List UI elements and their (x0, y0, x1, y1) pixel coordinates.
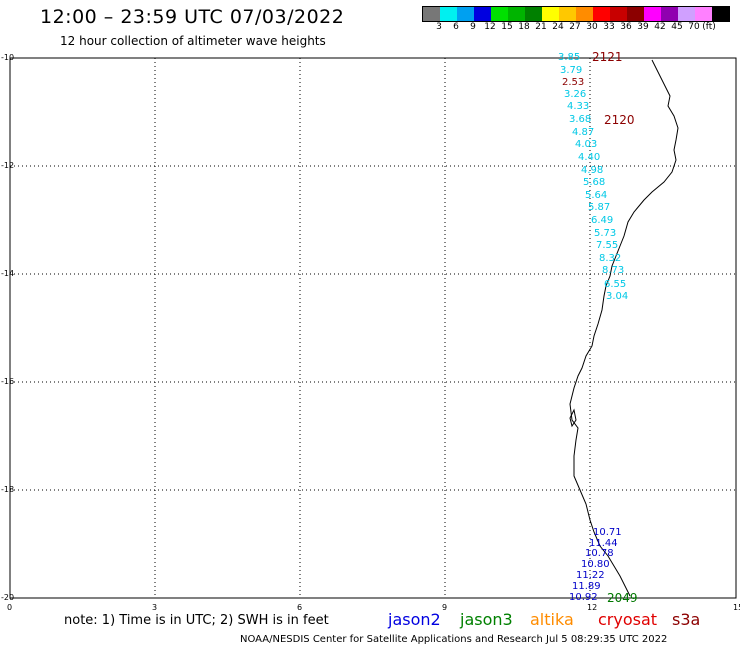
legend-label: 39 (637, 22, 649, 32)
latitude-tick-label: -18 (1, 485, 15, 494)
legend-label: 18 (518, 22, 530, 32)
wave-height-value: 11.89 (572, 581, 601, 592)
latitude-tick-label: -12 (1, 161, 15, 170)
wave-height-value: 8.73 (602, 265, 625, 276)
legend-swatch (423, 7, 440, 21)
legend-swatch (610, 7, 627, 21)
legend-label: 45 (671, 22, 683, 32)
wave-height-value: 5.68 (583, 177, 606, 188)
legend-swatch (661, 7, 678, 21)
legend-label: 36 (620, 22, 632, 32)
wave-height-value: 3.85 (558, 52, 581, 63)
latitude-tick-label: -10 (1, 53, 15, 62)
satellite-jason2: jason2 (388, 610, 441, 629)
legend-swatch (678, 7, 695, 21)
legend-swatch (695, 7, 712, 21)
legend-label: (ft) (702, 22, 716, 32)
coastline-island (569, 408, 577, 428)
legend-swatch (474, 7, 491, 21)
wave-height-value: 10.92 (569, 592, 598, 603)
legend-swatch (440, 7, 457, 21)
legend-label: 12 (484, 22, 496, 32)
longitude-tick-label: 3 (152, 603, 158, 612)
legend-label: 15 (501, 22, 513, 32)
wave-height-value: 5.73 (594, 228, 617, 239)
legend-label: 6 (453, 22, 459, 32)
legend-label: 70 (688, 22, 700, 32)
legend-label: 33 (603, 22, 615, 32)
wave-height-value: 3.04 (606, 291, 629, 302)
footnote: note: 1) Time is in UTC; 2) SWH is in fe… (64, 613, 329, 628)
wave-height-value: 6.55 (604, 279, 627, 290)
satellite-cryosat: cryosat (598, 610, 658, 629)
legend-label: 24 (552, 22, 564, 32)
legend-swatch (559, 7, 576, 21)
map-title: 12:00 – 23:59 UTC 07/03/2022 (40, 6, 345, 28)
wave-height-value: 4.98 (581, 165, 604, 176)
wave-height-value: 5.87 (588, 202, 611, 213)
pass-id-2049: 2049 (607, 591, 638, 605)
wave-height-value: 10.71 (593, 527, 622, 538)
wave-height-value: 4.87 (572, 127, 595, 138)
wave-height-value: 3.79 (560, 65, 583, 76)
latitude-tick-label: -16 (1, 377, 15, 386)
latitude-tick-label: -20 (1, 593, 15, 602)
map-frame (9, 57, 737, 599)
wave-height-value: 11.22 (576, 570, 605, 581)
map-grid (10, 58, 736, 598)
wave-height-value: 10.80 (581, 559, 610, 570)
pass-id-2121: 2121 (592, 50, 623, 64)
wave-height-value: 11.44 (589, 538, 618, 549)
legend-swatch (576, 7, 593, 21)
legend-swatch (627, 7, 644, 21)
coastline (569, 59, 679, 597)
longitude-tick-label: 0 (7, 603, 13, 612)
legend-swatch (491, 7, 508, 21)
pass-id-2120: 2120 (604, 113, 635, 127)
longitude-tick-label: 9 (442, 603, 448, 612)
wave-height-value: 6.49 (591, 215, 614, 226)
legend-swatch (712, 7, 729, 21)
satellite-jason3: jason3 (460, 610, 513, 629)
wave-height-value: 3.26 (564, 89, 587, 100)
legend-label: 9 (470, 22, 476, 32)
legend-label: 27 (569, 22, 581, 32)
legend-label: 42 (654, 22, 666, 32)
longitude-tick-label: 6 (297, 603, 303, 612)
credit-line: NOAA/NESDIS Center for Satellite Applica… (240, 634, 668, 645)
wave-height-value: 4.33 (567, 101, 590, 112)
legend-swatch (542, 7, 559, 21)
wave-height-value: 5.64 (585, 190, 608, 201)
wave-height-value: 8.32 (599, 253, 622, 264)
wave-height-color-legend (422, 6, 730, 22)
wave-height-value: 3.68 (569, 114, 592, 125)
legend-label: 30 (586, 22, 598, 32)
legend-swatch (593, 7, 610, 21)
longitude-tick-label: 12 (587, 603, 598, 612)
wave-height-value: 2.53 (562, 77, 585, 88)
latitude-tick-label: -14 (1, 269, 15, 278)
wave-height-value: 4.03 (575, 139, 598, 150)
wave-height-value: 4.40 (578, 152, 601, 163)
legend-label: 21 (535, 22, 547, 32)
legend-swatch (644, 7, 661, 21)
satellite-s3a: s3a (672, 610, 701, 629)
satellite-altika: altika (530, 610, 574, 629)
legend-label: 3 (436, 22, 442, 32)
legend-swatch (457, 7, 474, 21)
longitude-tick-label: 15 (733, 603, 740, 612)
legend-swatch (525, 7, 542, 21)
map-subtitle: 12 hour collection of altimeter wave hei… (60, 34, 326, 48)
legend-swatch (508, 7, 525, 21)
wave-height-value: 7.55 (596, 240, 619, 251)
wave-height-value: 10.78 (585, 548, 614, 559)
